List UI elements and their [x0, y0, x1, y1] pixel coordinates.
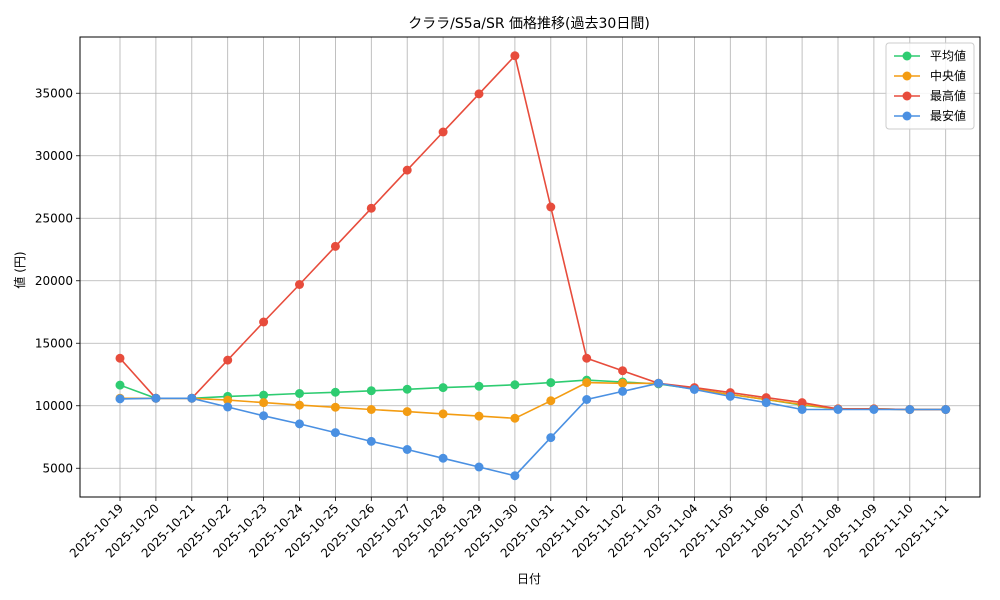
- series-line: [119, 382, 946, 477]
- data-point: [295, 280, 304, 289]
- data-point: [582, 378, 592, 388]
- legend-marker: [902, 51, 912, 61]
- data-point: [330, 402, 340, 412]
- legend-marker: [902, 91, 912, 101]
- data-point: [797, 405, 807, 414]
- data-point: [438, 127, 448, 137]
- data-point: [330, 428, 340, 438]
- data-point: [725, 391, 735, 401]
- y-tick-label: 25000: [35, 211, 73, 225]
- series-line: [119, 54, 946, 411]
- y-axis-title: 値 (円): [12, 251, 27, 288]
- data-point: [618, 366, 628, 376]
- data-point: [259, 390, 269, 400]
- data-point: [474, 89, 484, 99]
- legend-marker: [902, 71, 912, 81]
- data-point: [582, 353, 592, 363]
- data-point: [438, 383, 448, 393]
- data-point: [510, 471, 520, 481]
- data-point: [654, 378, 663, 388]
- data-point: [510, 51, 520, 61]
- data-point: [438, 453, 448, 463]
- data-point: [438, 409, 448, 419]
- series-line: [119, 379, 946, 411]
- data-point: [115, 394, 125, 404]
- data-point: [330, 241, 340, 251]
- data-point: [366, 436, 376, 446]
- data-point: [115, 353, 125, 363]
- legend-frame: [885, 42, 975, 130]
- data-point: [833, 405, 843, 414]
- data-point: [402, 407, 412, 417]
- y-tick-label: 5000: [42, 461, 73, 475]
- data-point: [474, 462, 484, 472]
- series-layer: [115, 51, 951, 481]
- data-point: [546, 378, 556, 388]
- legend-label: 最高値: [930, 88, 966, 103]
- data-point: [905, 405, 915, 414]
- data-point: [223, 402, 233, 412]
- data-point: [546, 202, 556, 212]
- data-point: [366, 405, 376, 414]
- data-point: [689, 385, 699, 394]
- data-point: [259, 398, 269, 408]
- y-tick-label: 30000: [35, 149, 73, 163]
- y-axis: 5000 10000 15000 20000 25000 30000 35000: [35, 86, 80, 475]
- legend-label: 最安値: [930, 108, 966, 123]
- data-point: [510, 413, 520, 423]
- data-point: [474, 411, 484, 421]
- legend-item: 最高値: [894, 88, 966, 103]
- data-point: [761, 398, 771, 408]
- data-point: [151, 393, 161, 403]
- data-point: [295, 400, 304, 410]
- y-tick-label: 15000: [35, 336, 73, 350]
- data-point: [582, 395, 592, 404]
- x-axis: 2025-10-192025-10-202025-10-212025-10-22…: [67, 497, 952, 560]
- data-point: [402, 445, 412, 454]
- data-point: [618, 386, 628, 396]
- data-point: [259, 317, 269, 327]
- legend-item: 中央値: [894, 68, 966, 83]
- data-point: [546, 433, 556, 443]
- legend-item: 平均値: [894, 48, 966, 63]
- legend-label: 中央値: [930, 68, 966, 83]
- data-point: [402, 384, 412, 394]
- data-point: [366, 386, 376, 396]
- data-point: [259, 411, 269, 421]
- data-point: [797, 398, 807, 408]
- data-point: [295, 419, 304, 429]
- data-point: [869, 405, 879, 414]
- chart-title: クララ/S5a/SR 価格推移(過去30日間): [408, 16, 650, 32]
- x-axis-title: 日付: [517, 572, 541, 586]
- data-point: [510, 380, 520, 390]
- legend-item: 最安値: [894, 108, 966, 123]
- data-point: [223, 355, 233, 365]
- data-point: [295, 389, 304, 398]
- data-point: [366, 203, 376, 213]
- data-point: [546, 396, 556, 406]
- data-point: [402, 165, 412, 175]
- y-tick-label: 20000: [35, 274, 73, 288]
- data-point: [474, 381, 484, 391]
- series-3: [115, 51, 951, 414]
- plot-area-frame: [79, 36, 981, 498]
- data-point: [115, 380, 125, 390]
- data-point: [330, 387, 340, 397]
- data-point: [187, 393, 197, 403]
- legend-marker: [902, 111, 912, 121]
- data-point: [223, 395, 233, 405]
- series-4: [115, 378, 951, 481]
- y-tick-label: 10000: [35, 399, 73, 413]
- series-2: [115, 378, 951, 423]
- grid-lines: [80, 37, 980, 497]
- y-tick-label: 35000: [35, 86, 73, 100]
- data-point: [941, 405, 951, 414]
- series-1: [115, 375, 951, 414]
- data-point: [618, 378, 628, 388]
- legend-label: 平均値: [930, 48, 966, 63]
- series-line: [120, 381, 946, 420]
